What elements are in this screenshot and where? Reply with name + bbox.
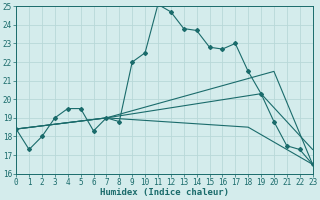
X-axis label: Humidex (Indice chaleur): Humidex (Indice chaleur)	[100, 188, 229, 197]
